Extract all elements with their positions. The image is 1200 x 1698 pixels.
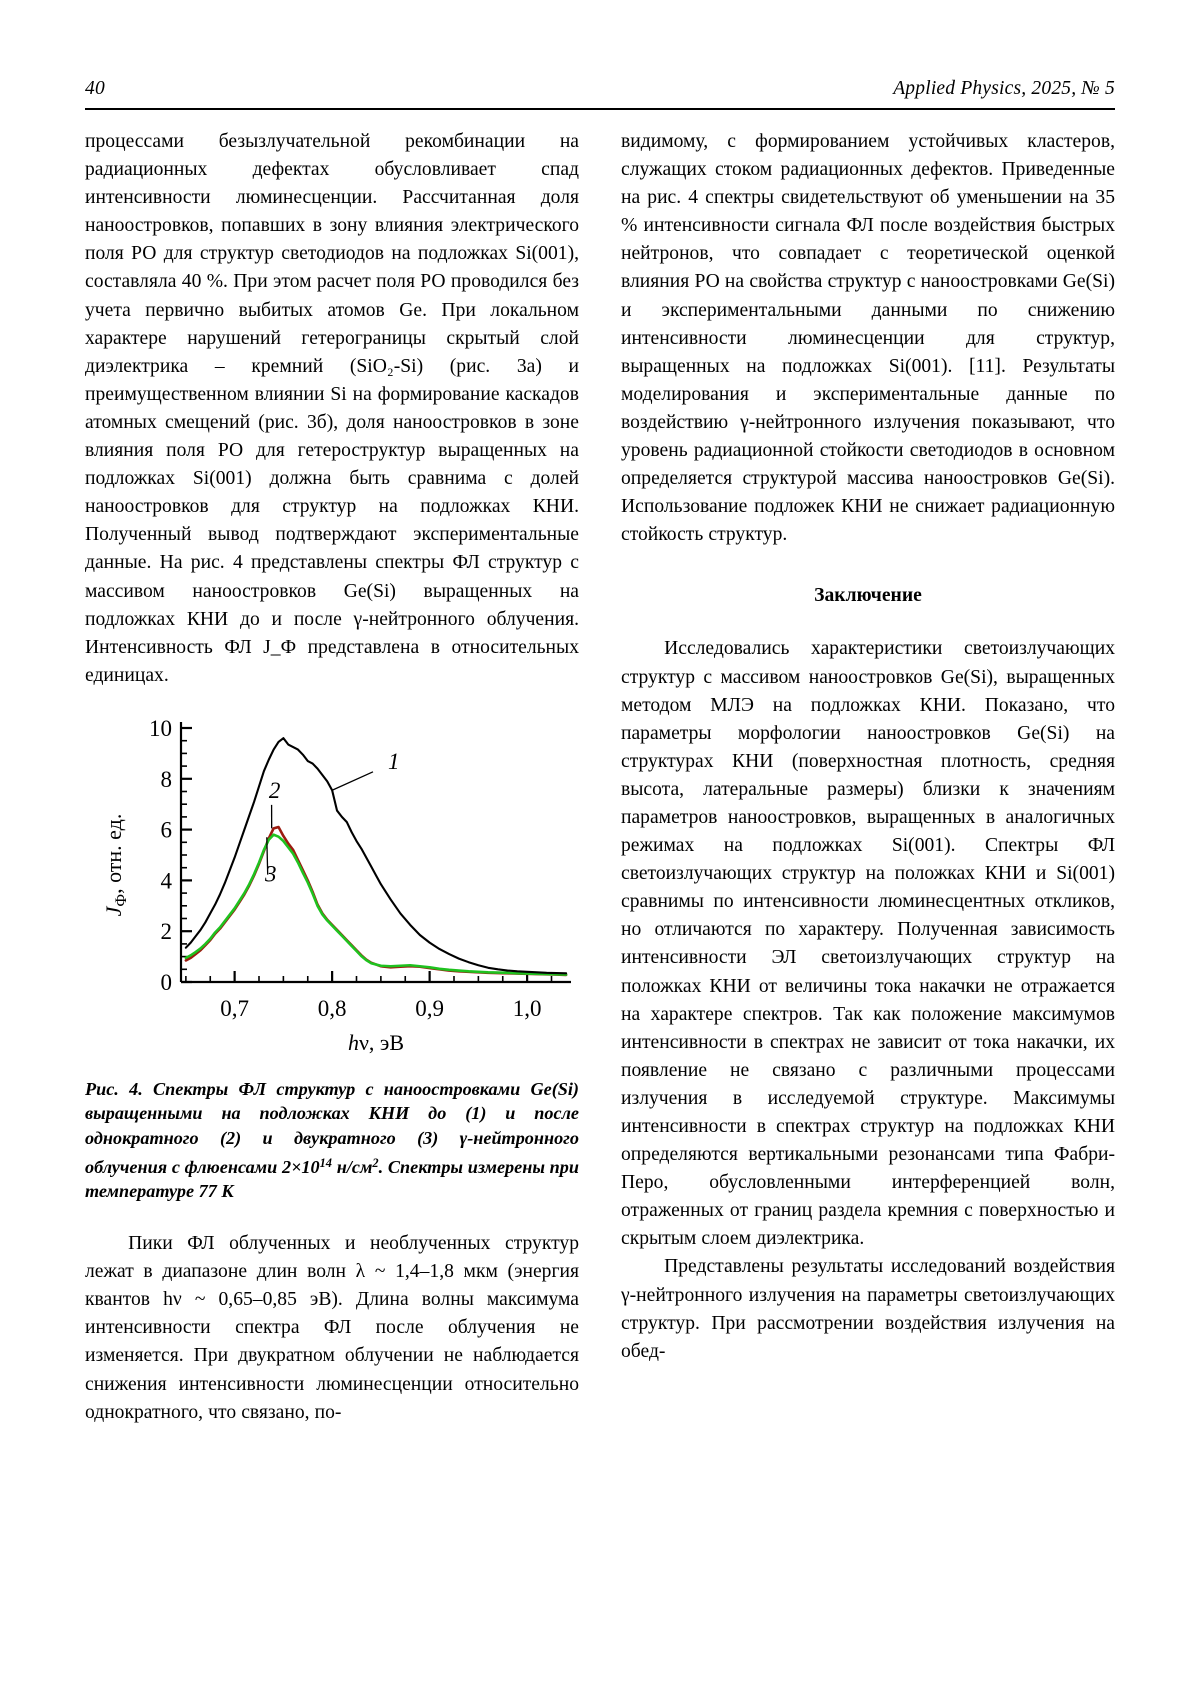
y-tick-label: 6 xyxy=(161,817,173,842)
right-paragraph-2-text: Исследовались характеристики светоизлуча… xyxy=(621,638,1115,1249)
x-axis-title-rest: ν, эВ xyxy=(359,1030,404,1055)
journal-reference: Applied Physics, 2025, № 5 xyxy=(893,78,1115,100)
left-paragraph-1-text: процессами безызлучательной рекомбинации… xyxy=(85,131,579,686)
chart-svg: 0 2 4 6 8 10 0,7 0,8 0,9 1,0 1 2 3 JФ, отн. ед. hν, эВ xyxy=(85,710,579,1055)
figure-4: 0 2 4 6 8 10 0,7 0,8 0,9 1,0 1 2 3 JФ, отн. ед. hν, эВ… xyxy=(85,710,579,1204)
figure-caption-text-tail: н/см xyxy=(332,1157,372,1177)
running-head: 40 Applied Physics, 2025, № 5 xyxy=(85,78,1115,100)
y-axis-title: JФ, отн. ед. xyxy=(101,814,130,917)
left-column: процессами безызлучательной рекомбинации… xyxy=(85,128,579,1628)
section-heading-conclusion: Заключение xyxy=(621,583,1115,609)
figure-caption: Рис. 4. Спектры ФЛ структур с наноостров… xyxy=(85,1077,579,1204)
right-paragraph-1-text: видимому, с формированием устойчивых кла… xyxy=(621,131,1115,545)
y-axis-title-subscript: Ф xyxy=(113,894,130,907)
series-curve-2 xyxy=(186,827,566,975)
annotation-label-3: 3 xyxy=(264,862,277,887)
right-paragraph-1: видимому, с формированием устойчивых кла… xyxy=(621,128,1115,549)
annotation-label-1: 1 xyxy=(388,749,400,774)
x-tick-label: 1,0 xyxy=(513,996,542,1021)
page: 40 Applied Physics, 2025, № 5 процессами… xyxy=(0,0,1200,1698)
series-curve-3 xyxy=(186,835,566,975)
pl-spectra-chart: 0 2 4 6 8 10 0,7 0,8 0,9 1,0 1 2 3 JФ, отн. ед. hν, эВ xyxy=(85,710,579,1055)
series-curve-1 xyxy=(186,738,566,973)
right-column: видимому, с формированием устойчивых кла… xyxy=(621,128,1115,1628)
x-tick-label: 0,8 xyxy=(318,996,347,1021)
page-number: 40 xyxy=(85,78,105,100)
x-tick-label: 0,9 xyxy=(415,996,444,1021)
y-tick-label: 4 xyxy=(161,868,173,893)
y-tick-label: 0 xyxy=(161,970,173,995)
right-paragraph-2: Исследовались характеристики светоизлуча… xyxy=(621,635,1115,1253)
y-tick-label: 10 xyxy=(149,716,172,741)
y-tick-label: 8 xyxy=(161,767,173,792)
y-tick-label: 2 xyxy=(161,919,173,944)
left-paragraph-2-text: Пики ФЛ облученных и необлученных структ… xyxy=(85,1233,579,1423)
left-paragraph-1: процессами безызлучательной рекомбинации… xyxy=(85,128,579,690)
figure-caption-label: Рис. 4. xyxy=(85,1079,143,1099)
figure-caption-exponent: 14 xyxy=(320,1156,332,1170)
header-rule xyxy=(85,108,1115,110)
right-paragraph-3: Представлены результаты исследований воз… xyxy=(621,1253,1115,1365)
right-paragraph-3-text: Представлены результаты исследований воз… xyxy=(621,1256,1115,1361)
x-axis-title: hν, эВ xyxy=(348,1030,404,1055)
y-axis-title-rest: , отн. ед. xyxy=(101,814,126,894)
annotation-label-2: 2 xyxy=(269,778,281,803)
figure-spacer xyxy=(85,1204,579,1230)
two-column-body: процессами безызлучательной рекомбинации… xyxy=(85,128,1115,1628)
x-axis-title-h: h xyxy=(348,1030,359,1055)
annotation-leader-1 xyxy=(332,772,373,790)
x-tick-label: 0,7 xyxy=(220,996,249,1021)
left-paragraph-2: Пики ФЛ облученных и необлученных структ… xyxy=(85,1230,579,1427)
